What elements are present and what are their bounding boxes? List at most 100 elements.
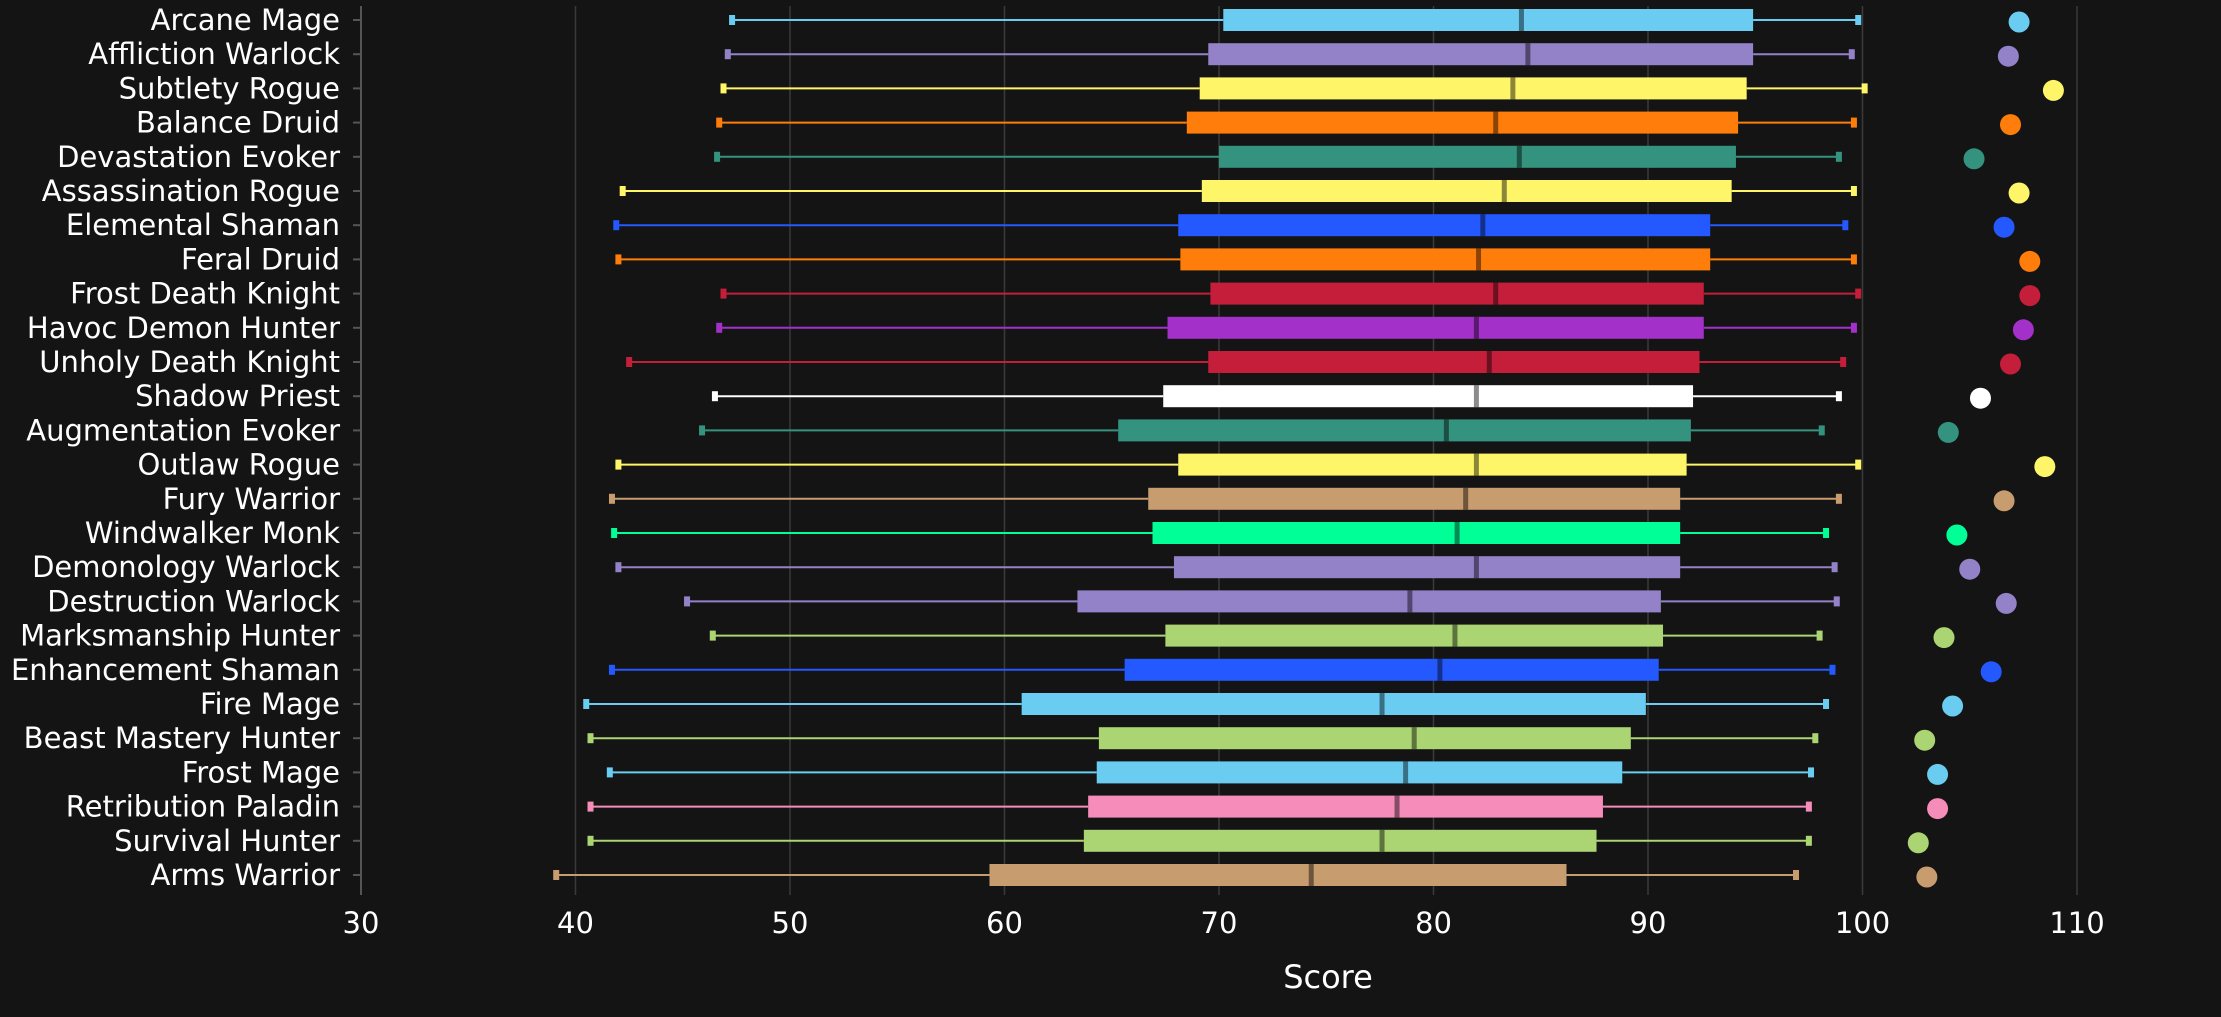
- whisker-cap-max: [1840, 357, 1847, 367]
- whisker-cap-max: [1805, 835, 1812, 846]
- whisker-cap-max: [1818, 425, 1825, 436]
- median-line: [1516, 145, 1522, 168]
- whisker-cap-max: [1850, 117, 1857, 128]
- whisker-cap-max: [1829, 664, 1836, 675]
- box-row: [615, 453, 2056, 478]
- box-row: [583, 693, 1964, 717]
- whisker-cap-max: [1793, 870, 1800, 880]
- box-row: [613, 214, 2015, 238]
- median-line: [1473, 453, 1479, 476]
- median-line: [1437, 658, 1443, 681]
- spec-label: Frost Mage: [182, 755, 340, 789]
- spec-label: Enhancement Shaman: [11, 653, 340, 687]
- whisker-cap-min: [716, 322, 723, 333]
- whisker-cap-min: [587, 801, 594, 812]
- median-line: [1493, 111, 1499, 134]
- box-row: [699, 419, 1959, 443]
- box-row: [724, 43, 2019, 67]
- top-score-dot: [1997, 45, 2019, 67]
- spec-label: Unholy Death Knight: [39, 345, 340, 379]
- whisker-cap-min: [626, 357, 633, 367]
- iqr-box: [1088, 795, 1603, 818]
- box-row: [626, 351, 2022, 375]
- whisker-cap-min: [615, 459, 622, 470]
- box-row: [553, 864, 1938, 888]
- iqr-box: [1223, 9, 1754, 31]
- spec-label: Demonology Warlock: [32, 550, 340, 584]
- spec-label: Destruction Warlock: [47, 584, 340, 618]
- boxes: [553, 9, 2064, 888]
- median-line: [1379, 693, 1385, 715]
- spec-label: Arms Warrior: [151, 858, 341, 892]
- median-line: [1463, 487, 1469, 510]
- whisker-cap-min: [720, 288, 727, 299]
- spec-label: Fury Warrior: [163, 482, 341, 516]
- median-line: [1403, 761, 1409, 784]
- whisker-cap-min: [615, 254, 622, 265]
- whisker-cap-max: [1808, 767, 1815, 778]
- whisker-cap-min: [684, 596, 691, 607]
- top-score-dot: [2012, 319, 2034, 341]
- whisker-cap-min: [583, 699, 590, 709]
- iqr-box: [1210, 282, 1704, 305]
- median-line: [1452, 624, 1458, 647]
- box-row: [587, 829, 1929, 854]
- whisker-cap-max: [1855, 459, 1862, 470]
- spec-label: Assassination Rogue: [42, 174, 340, 208]
- top-score-dot: [1993, 490, 2015, 512]
- spec-label: Beast Mastery Hunter: [24, 721, 340, 755]
- top-score-dot: [2000, 353, 2022, 375]
- x-axis-title: Score: [1283, 958, 1373, 996]
- x-tick-label: 30: [343, 906, 380, 940]
- whisker-cap-min: [619, 186, 626, 196]
- whisker-cap-min: [615, 562, 622, 573]
- iqr-box: [1083, 829, 1597, 852]
- iqr-box: [1165, 624, 1664, 647]
- box-row: [714, 145, 1985, 170]
- iqr-box: [1163, 385, 1694, 408]
- median-line: [1486, 351, 1492, 373]
- median-line: [1473, 556, 1479, 579]
- iqr-box: [1152, 522, 1681, 544]
- x-tick-label: 90: [1630, 906, 1667, 940]
- spec-label: Frost Death Knight: [70, 277, 340, 311]
- whisker-cap-min: [720, 83, 727, 94]
- whisker-cap-max: [1833, 596, 1840, 607]
- median-line: [1501, 180, 1507, 202]
- whisker-cap-min: [587, 835, 594, 846]
- whisker-cap-min: [587, 733, 594, 744]
- top-score-dot: [2000, 114, 2022, 136]
- box-row: [587, 795, 1949, 820]
- x-tick-label: 110: [2049, 906, 2104, 940]
- whisker-cap-min: [606, 767, 613, 778]
- box-row: [606, 761, 1949, 785]
- box-row: [684, 590, 2017, 614]
- box-row: [587, 727, 1936, 751]
- spec-label: Devastation Evoker: [57, 140, 340, 174]
- top-score-dot: [2008, 182, 2030, 204]
- box-row: [619, 180, 2030, 204]
- spec-label: Marksmanship Hunter: [20, 619, 340, 653]
- spec-label: Retribution Paladin: [66, 790, 340, 824]
- top-score-dot: [1946, 524, 1968, 546]
- iqr-box: [1208, 351, 1700, 373]
- median-line: [1493, 282, 1499, 305]
- iqr-box: [1180, 248, 1711, 271]
- spec-label: Fire Mage: [200, 687, 340, 721]
- whisker-cap-min: [729, 15, 736, 25]
- x-tick-label: 70: [1201, 906, 1238, 940]
- whisker-cap-min: [613, 220, 620, 231]
- spec-label: Outlaw Rogue: [137, 448, 340, 482]
- box-row: [608, 658, 2002, 683]
- whisker-cap-max: [1855, 15, 1862, 25]
- iqr-box: [1219, 145, 1736, 168]
- median-line: [1443, 419, 1449, 442]
- top-score-dot: [1907, 832, 1929, 854]
- box-row: [720, 282, 2041, 307]
- box-row: [709, 624, 1955, 649]
- top-score-dot: [2019, 250, 2041, 272]
- whisker-cap-min: [724, 49, 731, 60]
- whisker-cap-min: [699, 425, 706, 436]
